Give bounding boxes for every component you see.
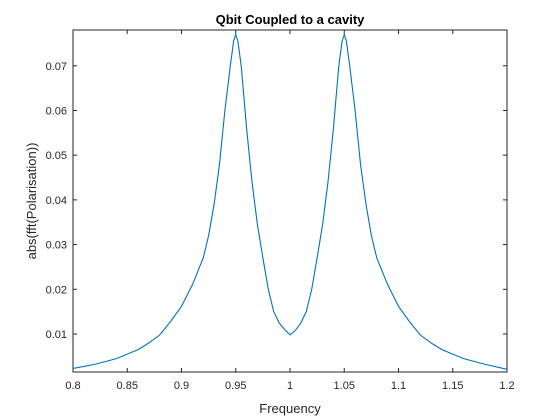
y-tick-label: 0.03 bbox=[46, 240, 67, 252]
plot-area-frame bbox=[73, 30, 507, 372]
x-tick-label: 1.2 bbox=[499, 380, 514, 392]
y-tick-label: 0.06 bbox=[46, 105, 67, 117]
x-tick-label: 1.15 bbox=[442, 380, 463, 392]
chart-title: Qbit Coupled to a cavity bbox=[216, 12, 366, 27]
y-tick-label: 0.04 bbox=[46, 195, 67, 207]
y-tick-label: 0.01 bbox=[46, 329, 67, 341]
y-axis-label: abs(fft(Polarisation)) bbox=[24, 143, 39, 260]
x-tick-label: 0.9 bbox=[174, 380, 189, 392]
x-tick-label: 0.95 bbox=[225, 380, 246, 392]
axes bbox=[73, 30, 507, 372]
x-axis-label: Frequency bbox=[259, 401, 321, 416]
y-tick-label: 0.05 bbox=[46, 150, 67, 162]
x-tick-label: 0.8 bbox=[65, 380, 80, 392]
x-tick-label: 0.85 bbox=[117, 380, 138, 392]
x-tick-label: 1.05 bbox=[334, 380, 355, 392]
x-tick-label: 1.1 bbox=[391, 380, 406, 392]
y-tick-label: 0.07 bbox=[46, 61, 67, 73]
y-tick-label: 0.02 bbox=[46, 284, 67, 296]
x-tick-label: 1 bbox=[287, 380, 293, 392]
